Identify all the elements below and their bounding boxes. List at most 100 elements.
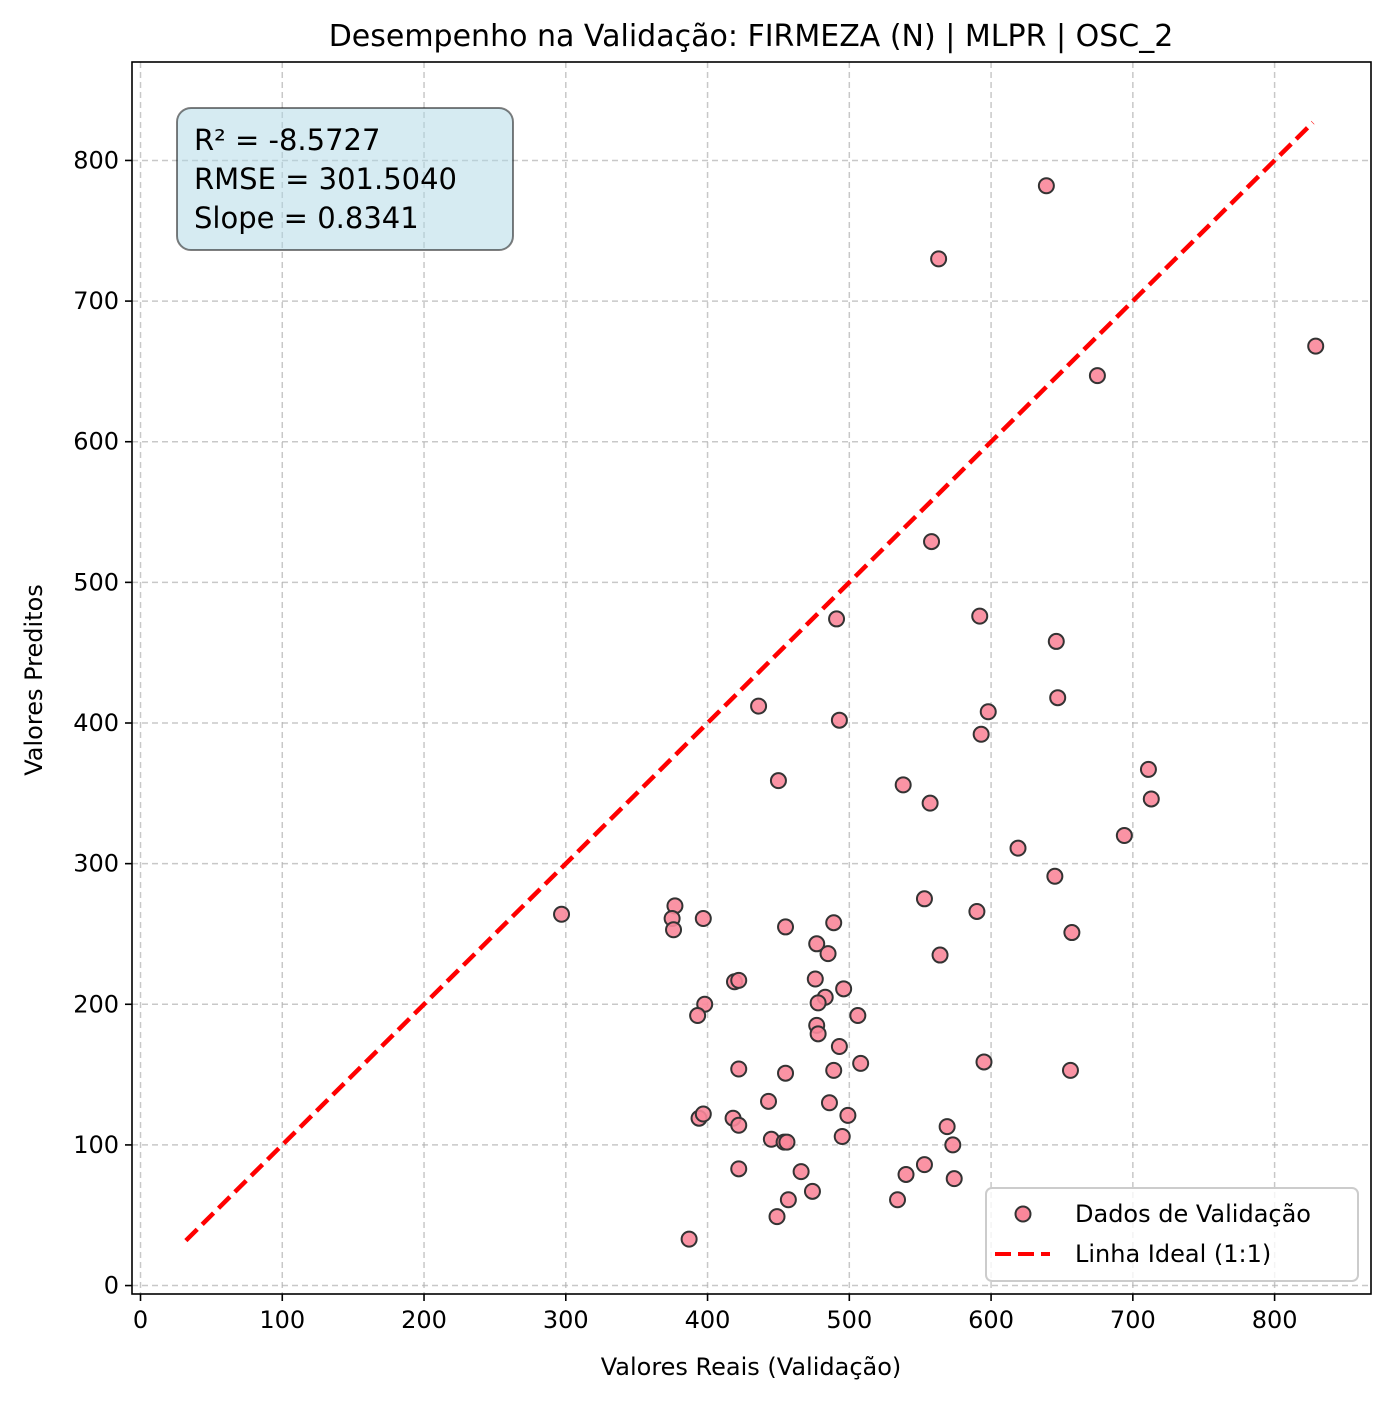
x-tick-label: 700 (1110, 1306, 1156, 1334)
data-point (769, 772, 787, 790)
data-point (803, 1182, 821, 1200)
x-tick-label: 300 (543, 1306, 589, 1334)
data-point (819, 945, 837, 963)
y-tick-label: 400 (73, 709, 119, 737)
data-point (808, 935, 826, 953)
x-tick-label: 100 (259, 1306, 305, 1334)
y-tick-label: 700 (73, 287, 119, 315)
ideal-line-layer (184, 120, 1315, 1243)
data-point (694, 1105, 712, 1123)
data-point (894, 776, 912, 794)
data-point (849, 1007, 867, 1025)
y-tick-label: 200 (73, 990, 119, 1018)
x-tick-label: 0 (133, 1306, 148, 1334)
y-tick-label: 100 (73, 1131, 119, 1159)
data-point (945, 1170, 963, 1188)
data-point (730, 1060, 748, 1078)
data-point (971, 607, 989, 625)
scatter-points (553, 177, 1325, 1248)
data-point (665, 921, 683, 939)
x-tick-label: 500 (826, 1306, 872, 1334)
data-point (889, 1191, 907, 1209)
legend: Dados de Validação Linha Ideal (1:1) (985, 1187, 1359, 1282)
data-point (830, 1037, 848, 1055)
data-point (777, 1064, 795, 1082)
y-tick-label: 800 (73, 146, 119, 174)
data-point (1139, 760, 1157, 778)
data-point (806, 970, 824, 988)
data-point (779, 1191, 797, 1209)
x-tick-label: 600 (968, 1306, 1014, 1334)
data-point (830, 711, 848, 729)
data-point (1063, 924, 1081, 942)
stats-box: R² = -8.5727 RMSE = 301.5040 Slope = 0.8… (176, 107, 514, 251)
y-axis-label: Valores Preditos (20, 584, 48, 776)
data-point (730, 1116, 748, 1134)
data-point (1037, 177, 1055, 195)
data-point (777, 918, 795, 936)
chart-title: Desempenho na Validação: FIRMEZA (N) | M… (329, 19, 1174, 54)
data-point (680, 1230, 698, 1248)
axes: 0 100 200 300 400 500 600 700 800 0 100 200 300 400 50… (73, 61, 1372, 1334)
data-point (930, 250, 948, 268)
y-tick-label: 300 (73, 850, 119, 878)
data-point (979, 703, 997, 721)
data-point (768, 1208, 786, 1226)
data-point (778, 1133, 796, 1151)
y-tick-label: 600 (73, 428, 119, 456)
data-point (730, 1160, 748, 1178)
data-point (750, 697, 768, 715)
data-point (931, 946, 949, 964)
ideal-line (184, 120, 1315, 1243)
data-point (1307, 337, 1325, 355)
data-point (938, 1118, 956, 1136)
legend-marker-scatter (1014, 1205, 1032, 1223)
data-point (825, 914, 843, 932)
legend-label-line: Linha Ideal (1:1) (1075, 1240, 1271, 1268)
data-point (1115, 827, 1133, 845)
data-point (760, 1092, 778, 1110)
data-point (792, 1163, 810, 1181)
data-point (1088, 367, 1106, 385)
data-point (1142, 790, 1160, 808)
data-point (833, 1127, 851, 1145)
data-point (839, 1106, 857, 1124)
stats-box-background (176, 107, 514, 251)
data-point (835, 980, 853, 998)
data-point (694, 909, 712, 927)
data-point (1061, 1061, 1079, 1079)
data-point (553, 905, 571, 923)
data-point (972, 725, 990, 743)
y-tick-label: 500 (73, 568, 119, 596)
data-point (820, 1094, 838, 1112)
data-point (915, 890, 933, 908)
data-point (809, 1025, 827, 1043)
data-point (828, 610, 846, 628)
y-tick-label: 0 (104, 1272, 119, 1300)
data-point (968, 902, 986, 920)
legend-background (985, 1187, 1359, 1282)
data-point (975, 1053, 993, 1071)
x-tick-label: 800 (1252, 1306, 1298, 1334)
grid (132, 62, 1371, 1294)
data-point (1009, 839, 1027, 857)
data-point (921, 794, 939, 812)
plot-frame (131, 61, 1372, 1295)
data-point (923, 533, 941, 551)
data-point (915, 1156, 933, 1174)
data-point (944, 1136, 962, 1154)
data-point (897, 1165, 915, 1183)
x-tick-label: 400 (685, 1306, 731, 1334)
stats-r2: R² = -8.5727 (194, 123, 380, 157)
data-point (852, 1054, 870, 1072)
data-point (689, 1007, 707, 1025)
data-point (1046, 867, 1064, 885)
stats-slope: Slope = 0.8341 (194, 201, 419, 235)
legend-label-scatter: Dados de Validação (1075, 1200, 1311, 1228)
stats-rmse: RMSE = 301.5040 (194, 162, 457, 196)
data-point (825, 1061, 843, 1079)
data-point (809, 994, 827, 1012)
x-axis-label: Valores Reais (Validação) (601, 1353, 902, 1381)
